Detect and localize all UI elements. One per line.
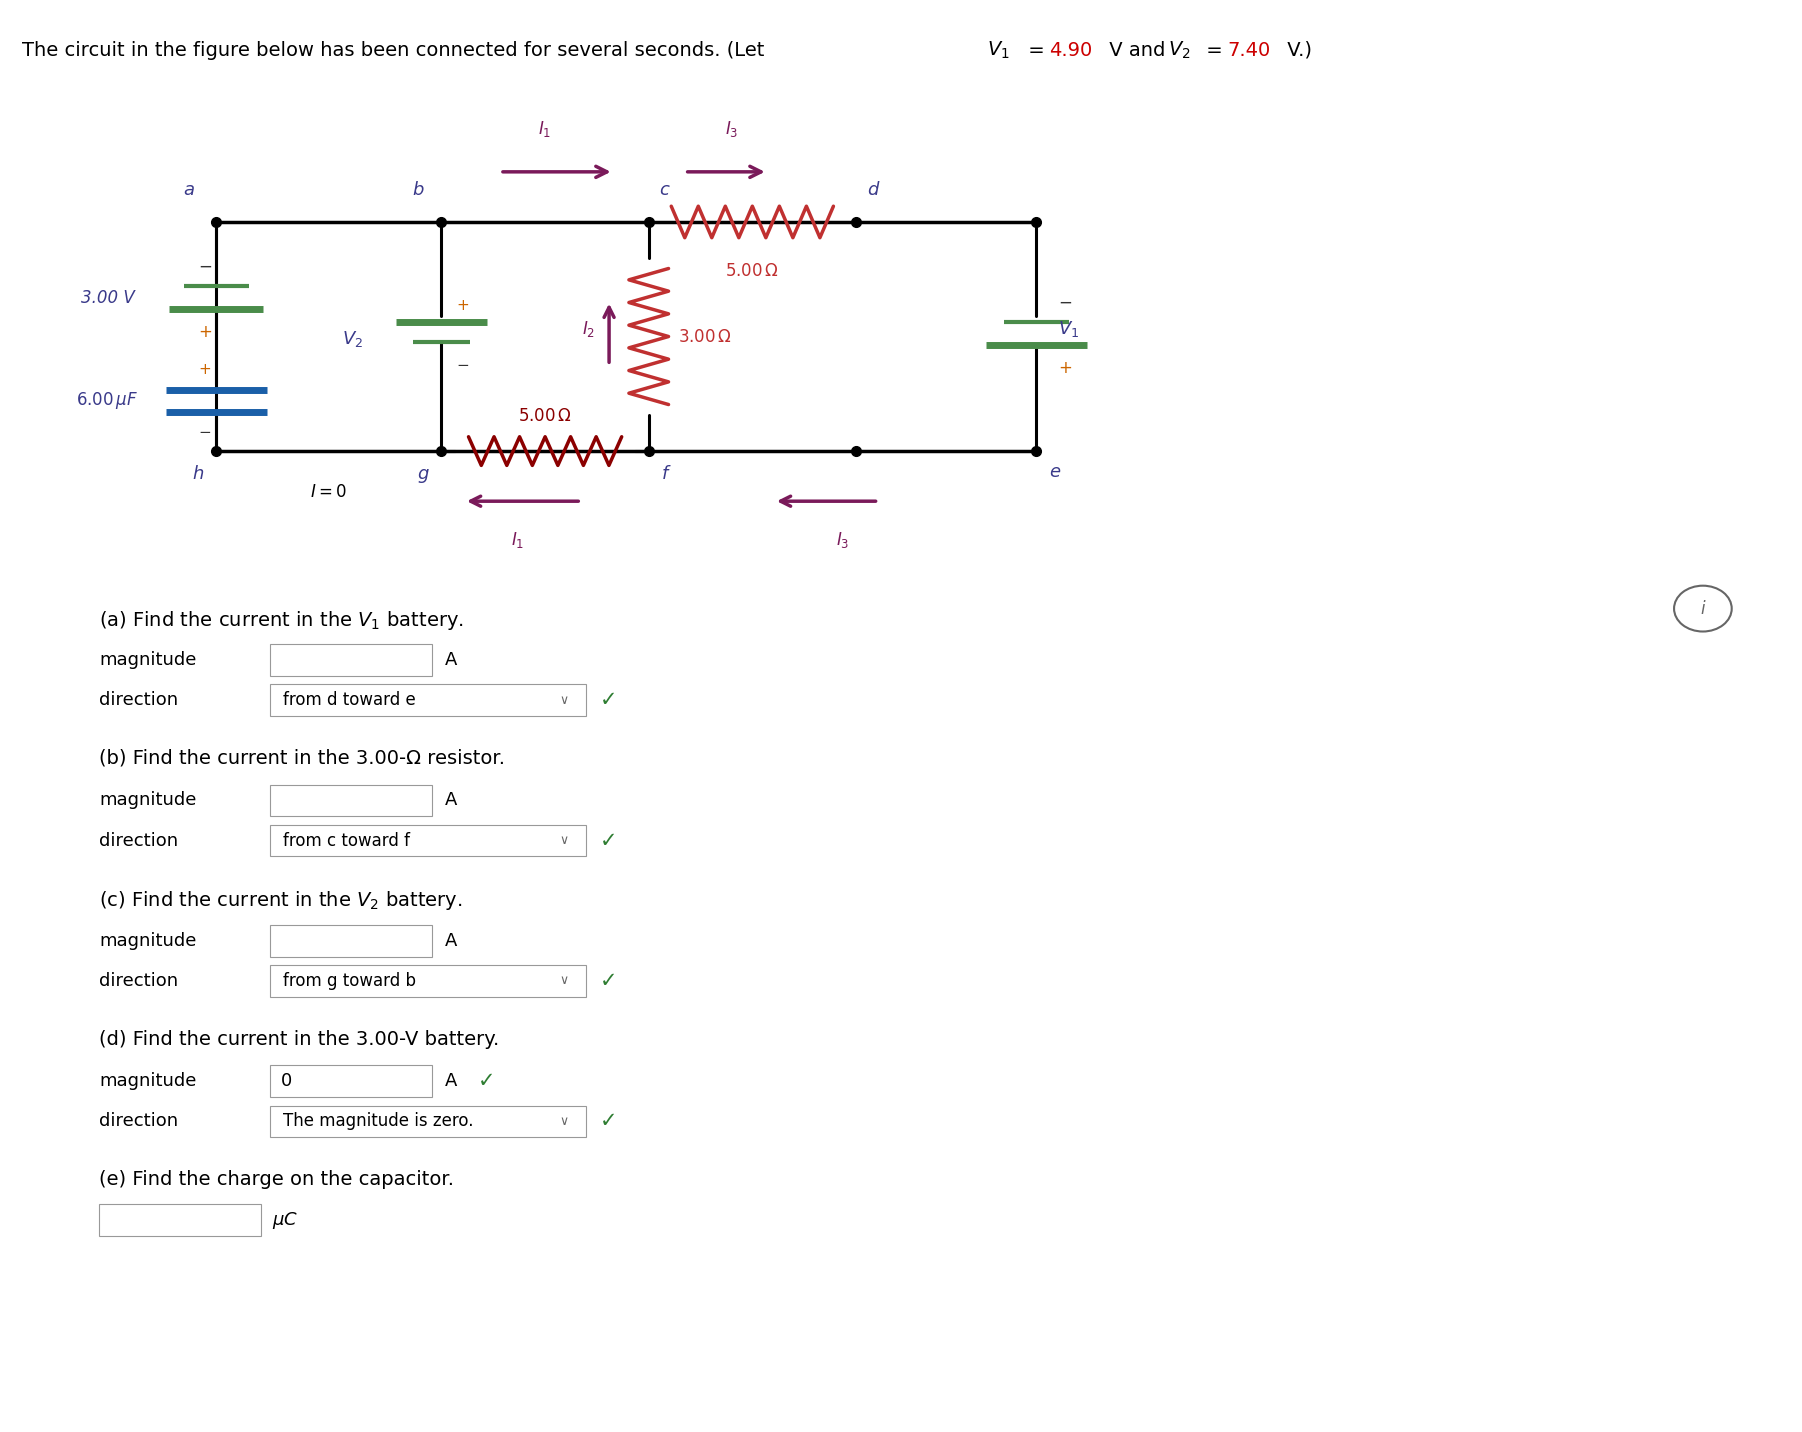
Text: from c toward f: from c toward f: [283, 832, 409, 849]
Text: (c) Find the current in the $V_2$ battery.: (c) Find the current in the $V_2$ batter…: [99, 889, 463, 912]
Text: c: c: [660, 180, 669, 199]
Text: The circuit in the figure below has been connected for several seconds. (Let: The circuit in the figure below has been…: [22, 40, 769, 60]
Text: −: −: [198, 258, 213, 275]
Text: $I_3$: $I_3$: [836, 530, 849, 550]
Text: ✓: ✓: [600, 1111, 618, 1131]
Text: magnitude: magnitude: [99, 652, 196, 669]
Text: ∨: ∨: [559, 833, 569, 848]
Text: 7.40: 7.40: [1227, 40, 1270, 60]
Text: direction: direction: [99, 692, 178, 709]
Text: i: i: [1701, 600, 1705, 617]
FancyBboxPatch shape: [270, 925, 432, 957]
FancyBboxPatch shape: [270, 825, 586, 856]
Text: $I_1$: $I_1$: [539, 119, 551, 139]
Text: 4.90: 4.90: [1049, 40, 1092, 60]
Text: V.): V.): [1281, 40, 1312, 60]
Text: f: f: [661, 465, 669, 484]
Text: magnitude: magnitude: [99, 1213, 196, 1230]
Text: direction: direction: [99, 1113, 178, 1130]
Text: g: g: [418, 465, 429, 484]
Text: V and: V and: [1103, 40, 1171, 60]
FancyBboxPatch shape: [270, 1065, 432, 1097]
Text: $V_2$: $V_2$: [1168, 40, 1191, 60]
Text: ∨: ∨: [559, 974, 569, 988]
Text: +: +: [198, 362, 211, 377]
Text: $V_1$: $V_1$: [1058, 319, 1079, 339]
Text: $I_3$: $I_3$: [724, 119, 739, 139]
FancyBboxPatch shape: [270, 1106, 586, 1137]
FancyBboxPatch shape: [99, 1204, 261, 1236]
Text: $V_1$: $V_1$: [987, 40, 1011, 60]
FancyBboxPatch shape: [270, 785, 432, 816]
Text: ✓: ✓: [600, 971, 618, 991]
FancyBboxPatch shape: [270, 965, 586, 997]
Text: from g toward b: from g toward b: [283, 972, 416, 990]
Text: (b) Find the current in the 3.00-Ω resistor.: (b) Find the current in the 3.00-Ω resis…: [99, 749, 505, 768]
FancyBboxPatch shape: [270, 684, 586, 716]
Text: a: a: [184, 180, 195, 199]
Text: A: A: [445, 652, 458, 669]
Text: A: A: [445, 1073, 458, 1090]
Text: from d toward e: from d toward e: [283, 692, 416, 709]
Text: The magnitude is zero.: The magnitude is zero.: [283, 1113, 474, 1130]
Text: magnitude: magnitude: [99, 932, 196, 949]
Text: h: h: [193, 465, 204, 484]
Text: direction: direction: [99, 832, 178, 849]
Text: $V_2$: $V_2$: [342, 329, 364, 349]
Text: ∨: ∨: [559, 1114, 569, 1128]
Text: magnitude: magnitude: [99, 1073, 196, 1090]
Text: =: =: [1022, 40, 1051, 60]
FancyBboxPatch shape: [270, 644, 432, 676]
Text: $I = 0$: $I = 0$: [310, 483, 348, 501]
Text: =: =: [1200, 40, 1229, 60]
Text: −: −: [1058, 294, 1072, 311]
Text: $\mu C$: $\mu C$: [272, 1210, 299, 1230]
Text: A: A: [445, 792, 458, 809]
Text: 3.00 V: 3.00 V: [81, 289, 135, 306]
Text: b: b: [413, 180, 423, 199]
Text: −: −: [198, 425, 211, 440]
Text: direction: direction: [99, 972, 178, 990]
Text: ✓: ✓: [600, 831, 618, 851]
Text: ✓: ✓: [600, 690, 618, 710]
Text: +: +: [456, 298, 469, 312]
Text: $I_2$: $I_2$: [582, 319, 595, 339]
Text: magnitude: magnitude: [99, 792, 196, 809]
Text: e: e: [1049, 463, 1060, 481]
Text: +: +: [198, 324, 213, 341]
Text: −: −: [456, 358, 469, 372]
Text: A: A: [445, 932, 458, 949]
Text: d: d: [867, 180, 878, 199]
Text: (e) Find the charge on the capacitor.: (e) Find the charge on the capacitor.: [99, 1170, 454, 1189]
Text: (a) Find the current in the $V_1$ battery.: (a) Find the current in the $V_1$ batter…: [99, 609, 463, 632]
Text: $6.00\,\mu F$: $6.00\,\mu F$: [76, 391, 137, 411]
Text: $5.00\,\Omega$: $5.00\,\Omega$: [726, 262, 778, 281]
Text: $I_1$: $I_1$: [512, 530, 524, 550]
Text: +: +: [1058, 359, 1072, 377]
Text: 0: 0: [281, 1073, 292, 1090]
Text: (d) Find the current in the 3.00-V battery.: (d) Find the current in the 3.00-V batte…: [99, 1030, 499, 1048]
Text: ∨: ∨: [559, 693, 569, 707]
Text: $5.00\,\Omega$: $5.00\,\Omega$: [519, 407, 571, 425]
Text: ✓: ✓: [478, 1071, 496, 1091]
Text: $3.00\,\Omega$: $3.00\,\Omega$: [678, 328, 732, 345]
